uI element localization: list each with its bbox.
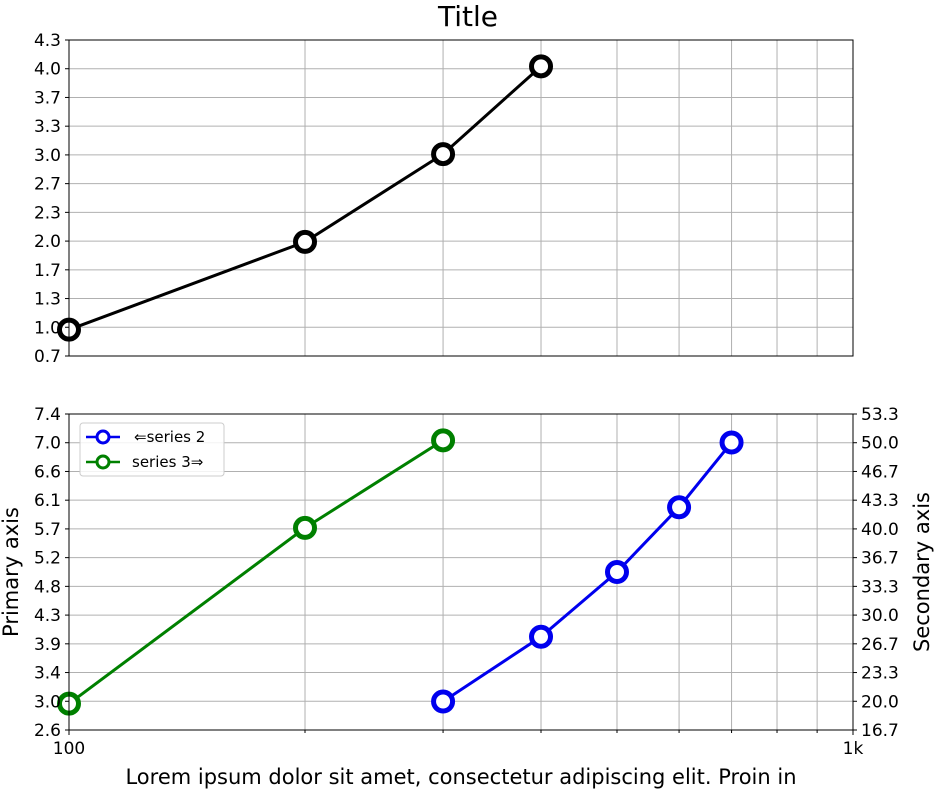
y-tick-label: 5.2	[34, 549, 61, 569]
x-tick-label: 1k	[843, 739, 864, 759]
y-tick-label-right: 23.3	[861, 664, 899, 684]
top-grid	[68, 39, 854, 357]
y-tick-label: 0.7	[34, 347, 61, 367]
bottom-y-ticks-left: 2.6 3.0 3.4 3.9 4.3 4.8 5.2 5.7 6.1 6.6 7.0 7.4	[34, 405, 69, 741]
y-tick-label: 6.1	[34, 491, 61, 511]
legend: ⇐series 2 series 3⇒	[79, 422, 225, 477]
legend-marker-series-2	[95, 429, 111, 445]
y-axis-label-secondary: Secondary axis	[910, 492, 934, 652]
y-tick-label-right: 26.7	[861, 635, 899, 655]
y-tick-label-right: 40.0	[861, 520, 899, 540]
y-tick-label: 5.7	[34, 520, 61, 540]
top-axes-frame	[68, 39, 854, 357]
y-tick-label: 3.7	[34, 88, 61, 108]
y-tick-label-right: 53.3	[861, 405, 899, 425]
data-point	[431, 689, 456, 714]
data-point	[529, 54, 554, 79]
series-line-0	[442, 441, 733, 703]
y-tick-label-right: 36.7	[861, 549, 899, 569]
data-point	[293, 515, 318, 540]
data-point	[529, 624, 554, 649]
y-axis-label-primary: Primary axis	[0, 507, 23, 637]
y-tick-label-right: 50.0	[861, 434, 899, 454]
y-tick-label: 7.4	[34, 405, 61, 425]
top-y-ticks: 0.7 1.0 1.3 1.7 2.0 2.3 2.7 3.0 3.3 3.7 4.0 4.3	[34, 31, 69, 367]
y-tick-label-right: 16.7	[861, 721, 899, 741]
y-tick-label-right: 43.3	[861, 491, 899, 511]
y-tick-label: 4.8	[34, 577, 61, 597]
legend-label-series-2: ⇐series 2	[134, 428, 205, 446]
top-panel: 0.7 1.0 1.3 1.7 2.0 2.3 2.7 3.0 3.3 3.7 4.0 4.3	[34, 31, 854, 367]
bottom-panel: 2.6 3.0 3.4 3.9 4.3 4.8 5.2 5.7 6.1 6.6 7.0 7.4 16.…	[0, 405, 934, 789]
y-tick-label: 2.0	[34, 232, 61, 252]
data-point	[604, 560, 629, 584]
y-tick-label: 6.6	[34, 462, 61, 482]
y-tick-label: 3.0	[34, 692, 61, 712]
data-point	[293, 229, 318, 254]
y-tick-label: 3.4	[34, 664, 61, 684]
y-tick-label-right: 46.7	[861, 462, 899, 482]
bottom-x-ticks: 100 1k	[53, 730, 864, 759]
data-point	[431, 142, 456, 167]
data-point	[431, 428, 456, 453]
y-tick-label-right: 30.0	[861, 606, 899, 626]
legend-label-series-3: series 3⇒	[132, 453, 203, 471]
y-tick-label: 4.3	[34, 31, 61, 51]
y-tick-label: 1.0	[34, 318, 61, 338]
y-tick-label: 3.0	[34, 146, 61, 166]
series-line-1	[68, 439, 444, 705]
series-line-0	[68, 65, 543, 332]
bottom-axes-frame	[68, 413, 854, 731]
bottom-y-ticks-right: 16.7 20.0 23.3 26.7 30.0 33.3 36.7 40.0 43.3 46.7…	[853, 405, 899, 741]
y-tick-label: 7.0	[34, 434, 61, 454]
chart-title: Title	[437, 0, 498, 33]
y-tick-label-right: 33.3	[861, 577, 899, 597]
y-tick-label: 2.7	[34, 175, 61, 195]
y-tick-label: 3.3	[34, 117, 61, 137]
y-tick-label: 4.0	[34, 60, 61, 80]
y-tick-label: 1.7	[34, 261, 61, 281]
x-tick-label: 100	[53, 739, 85, 759]
y-tick-label: 1.3	[34, 290, 61, 310]
bottom-series	[57, 428, 744, 716]
x-axis-label: Lorem ipsum dolor sit amet, consectetur …	[125, 765, 796, 789]
legend-marker-series-3	[95, 454, 111, 470]
data-point	[667, 495, 692, 520]
y-tick-label-right: 20.0	[861, 692, 899, 712]
y-tick-label: 3.9	[34, 635, 61, 655]
y-tick-label: 2.6	[34, 721, 61, 741]
y-tick-label: 2.3	[34, 203, 61, 223]
y-tick-label: 4.3	[34, 606, 61, 626]
data-point	[719, 430, 744, 455]
